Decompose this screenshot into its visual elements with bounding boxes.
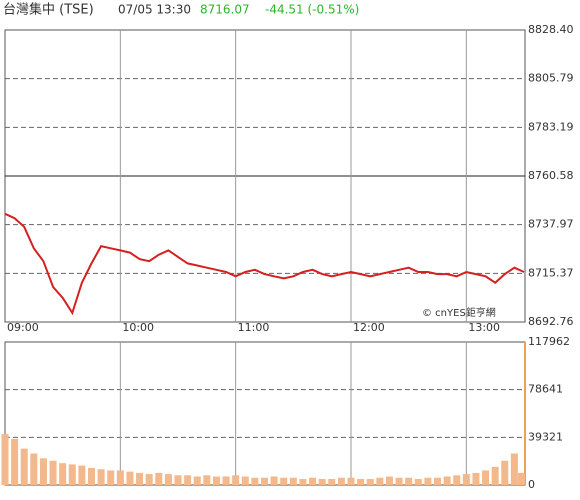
y-tick-label: 8828.40: [528, 23, 574, 36]
volume-bar: [491, 466, 499, 485]
y-tick-label: 8692.76: [528, 315, 574, 328]
volume-bar: [434, 477, 441, 485]
y-tick-label: 8760.58: [528, 169, 574, 182]
volume-bar: [299, 478, 307, 485]
volume-bar: [376, 477, 384, 485]
volume-bar: [453, 475, 461, 485]
volume-bar: [337, 477, 345, 485]
volume-bar: [424, 477, 432, 485]
volume-bar: [174, 475, 182, 485]
volume-bar: [184, 475, 192, 485]
y-tick-label: 8783.19: [528, 120, 574, 133]
x-tick-label: 11:00: [238, 321, 270, 334]
volume-bar: [232, 475, 240, 485]
volume-bar: [203, 475, 211, 485]
y-tick-label: 117962: [528, 335, 570, 348]
volume-bar: [1, 434, 9, 485]
volume-bar: [501, 460, 509, 485]
volume-bar: [357, 478, 365, 485]
y-tick-label: 0: [528, 478, 535, 491]
last-price: 8716.07: [200, 3, 250, 17]
x-tick-label: 13:00: [468, 321, 500, 334]
volume-bar: [251, 477, 259, 485]
volume-bar: [155, 472, 163, 485]
volume-bar: [328, 478, 336, 485]
volume-bar: [289, 477, 297, 485]
volume-bar: [136, 472, 144, 485]
index-name: 台灣集中 (TSE): [3, 2, 94, 18]
volume-bar: [309, 477, 317, 485]
volume-bar: [443, 476, 451, 485]
volume-bar: [126, 471, 134, 485]
volume-bar: [462, 474, 470, 485]
volume-bar: [270, 476, 278, 485]
volume-bar: [414, 478, 422, 485]
volume-bar: [145, 474, 153, 485]
volume-bar: [164, 474, 172, 485]
volume-bar: [97, 469, 105, 485]
volume-bar: [222, 476, 230, 485]
volume-bar: [107, 470, 115, 485]
volume-bar: [78, 465, 86, 485]
volume-panel: [4, 341, 526, 486]
price-line: [4, 212, 525, 316]
volume-bar: [280, 477, 288, 485]
volume-bar: [518, 472, 525, 485]
y-tick-label: 8715.37: [528, 266, 574, 279]
volume-bar: [20, 448, 28, 485]
x-tick-label: 10:00: [122, 321, 154, 334]
volume-bar: [212, 476, 220, 485]
volume-bar: [366, 478, 374, 485]
volume-bar: [241, 476, 249, 485]
volume-bar: [59, 463, 67, 485]
y-tick-label: 8737.97: [528, 218, 574, 231]
volume-bar: [39, 458, 47, 485]
volume-bar: [385, 476, 393, 485]
volume-bar: [88, 468, 95, 485]
volume-bar: [318, 478, 326, 485]
volume-bar: [347, 477, 355, 485]
volume-bar: [261, 477, 268, 485]
volume-bar: [68, 464, 76, 485]
volume-bar: [395, 477, 403, 485]
volume-bar: [193, 476, 201, 485]
volume-bar: [11, 438, 19, 485]
x-tick-label: 12:00: [353, 321, 385, 334]
timestamp: 07/05 13:30: [118, 3, 191, 17]
volume-bar: [472, 472, 480, 485]
y-tick-label: 78641: [528, 383, 563, 396]
price-change: -44.51 (-0.51%): [265, 3, 359, 17]
y-tick-label: 39321: [528, 430, 563, 443]
volume-bar: [116, 470, 124, 485]
volume-bar: [510, 453, 518, 485]
volume-bar: [482, 470, 490, 485]
volume-bar: [30, 453, 38, 485]
y-tick-label: 8805.79: [528, 72, 574, 85]
watermark: © cnYES鉅亨網: [422, 306, 496, 319]
x-tick-label: 09:00: [7, 321, 39, 334]
volume-bar: [405, 477, 413, 485]
volume-bar: [49, 460, 57, 485]
